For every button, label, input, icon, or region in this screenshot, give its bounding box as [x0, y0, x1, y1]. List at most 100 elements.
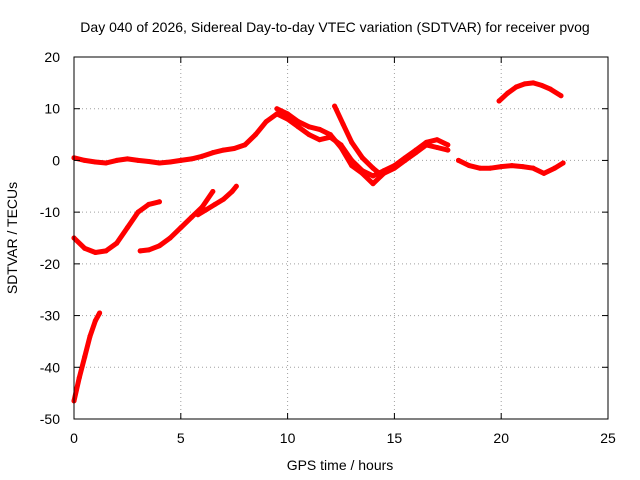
data-point [135, 157, 141, 163]
data-point [195, 212, 201, 218]
data-point [445, 142, 451, 148]
data-point [560, 160, 566, 166]
data-point [87, 333, 93, 339]
data-point [263, 119, 269, 125]
data-point [327, 132, 333, 138]
data-point [332, 103, 338, 109]
data-point [349, 163, 355, 169]
data-point [381, 170, 387, 176]
data-point [114, 240, 120, 246]
data-point [97, 310, 103, 316]
data-point [520, 164, 526, 170]
x-tick-label: 20 [493, 430, 509, 446]
chart-title: Day 040 of 2026, Sidereal Day-to-day VTE… [80, 19, 589, 35]
data-point [306, 124, 312, 130]
data-point [552, 165, 558, 171]
y-axis-label: SDTVAR / TECUs [4, 182, 20, 294]
data-point [76, 375, 82, 381]
series-arc-3 [137, 189, 216, 254]
data-point [137, 248, 143, 254]
data-point [541, 170, 547, 176]
data-point [413, 150, 419, 156]
y-tick-label: 0 [52, 152, 60, 168]
y-tick-label: -10 [40, 204, 60, 220]
y-tick-label: -40 [40, 359, 60, 375]
data-point [156, 160, 162, 166]
data-point [295, 124, 301, 130]
y-tick-label: -20 [40, 256, 60, 272]
data-point [92, 249, 98, 255]
data-point [317, 126, 323, 132]
data-point [370, 165, 376, 171]
data-point [317, 137, 323, 143]
series-arc-5 [71, 111, 451, 179]
data-point [103, 160, 109, 166]
data-point [445, 147, 451, 153]
data-point [370, 173, 376, 179]
data-point [522, 81, 528, 87]
data-point [82, 245, 88, 251]
x-tick-label: 15 [387, 430, 403, 446]
data-point [146, 201, 152, 207]
data-point [229, 188, 235, 194]
data-point [124, 225, 130, 231]
data-point [539, 82, 545, 88]
y-tick-label: 10 [44, 101, 60, 117]
data-point [156, 243, 162, 249]
data-point [513, 84, 519, 90]
data-point [488, 165, 494, 171]
data-point [82, 354, 88, 360]
data-point [212, 201, 218, 207]
x-tick-label: 10 [280, 430, 296, 446]
y-tick-label: 20 [44, 49, 60, 65]
data-point [199, 153, 205, 159]
data-point [359, 170, 365, 176]
y-tick-label: -50 [40, 411, 60, 427]
data-point [285, 111, 291, 117]
y-tick-label: -30 [40, 308, 60, 324]
data-point [178, 225, 184, 231]
x-tick-label: 0 [70, 430, 78, 446]
data-point [370, 181, 376, 187]
data-point [178, 157, 184, 163]
data-point [242, 142, 248, 148]
data-point [188, 156, 194, 162]
data-point [306, 132, 312, 138]
data-point [434, 145, 440, 150]
x-tick-label: 5 [177, 430, 185, 446]
data-point [376, 170, 382, 176]
data-point [340, 121, 346, 127]
data-point [114, 157, 120, 163]
data-point [391, 165, 397, 171]
data-point [253, 132, 259, 138]
x-tick-label: 25 [600, 430, 616, 446]
series-layer [71, 80, 566, 404]
data-point [135, 209, 141, 215]
x-axis-label: GPS time / hours [287, 457, 394, 473]
data-point [92, 318, 98, 324]
data-point [434, 137, 440, 143]
data-point [274, 106, 280, 112]
data-point [146, 247, 152, 253]
data-point [199, 204, 205, 210]
tick-layer: 0 5 10 15 20 25 20 10 0 -10 -20 -30 -40 -50 [40, 49, 616, 446]
data-point [167, 159, 173, 165]
data-point [124, 156, 130, 162]
data-point [423, 142, 429, 148]
data-point [477, 165, 483, 171]
data-point [547, 86, 553, 92]
data-point [92, 159, 98, 165]
data-point [558, 93, 564, 99]
data-point [509, 163, 515, 169]
data-point [455, 157, 461, 163]
data-point [210, 150, 216, 156]
data-point [210, 188, 216, 194]
plot-frame [73, 56, 609, 420]
data-point [188, 214, 194, 220]
data-point [530, 80, 536, 86]
data-point [103, 248, 109, 254]
data-point [466, 163, 472, 169]
grid-layer [74, 57, 608, 419]
data-point [402, 157, 408, 163]
data-point [231, 146, 237, 152]
